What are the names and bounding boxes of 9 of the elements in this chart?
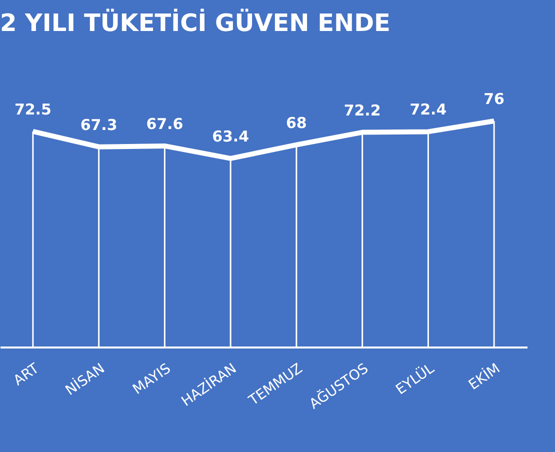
data-label: 67.3 <box>80 116 118 134</box>
data-label: 72.5 <box>14 100 52 118</box>
data-label: 63.4 <box>212 127 250 146</box>
data-label: 68 <box>286 114 307 132</box>
data-label: 72.2 <box>344 101 381 120</box>
data-label: 76 <box>484 90 504 108</box>
data-label: 72.4 <box>410 100 447 119</box>
data-label: 67.6 <box>146 114 184 133</box>
chart-title: 2 YILI TÜKETİCİ GÜVEN ENDE <box>0 8 390 37</box>
